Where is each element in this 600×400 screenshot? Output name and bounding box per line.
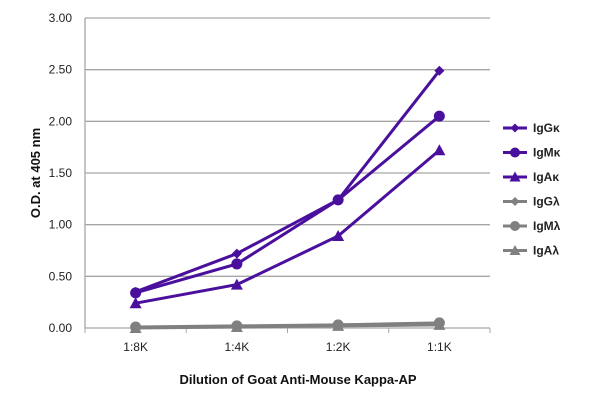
series-IgMκ xyxy=(130,110,445,299)
triangle-marker xyxy=(230,278,243,290)
legend-item: IgAκ xyxy=(503,170,559,184)
series-line xyxy=(135,322,440,329)
series-IgAκ xyxy=(129,144,446,309)
y-axis-label: O.D. at 405 nm xyxy=(28,128,43,218)
series-line xyxy=(135,115,441,295)
diamond-marker xyxy=(231,248,242,259)
y-tick-label: 1.00 xyxy=(49,218,73,232)
y-tick-label: 2.50 xyxy=(49,63,73,77)
legend-item: IgMλ xyxy=(503,219,561,233)
triangle-marker xyxy=(433,144,446,156)
y-tick-label: 0.00 xyxy=(49,321,73,335)
x-tick-label: 1:1K xyxy=(427,340,452,354)
circle-marker xyxy=(433,110,445,122)
y-tick-label: 0.50 xyxy=(49,269,73,283)
triangle-marker xyxy=(129,297,142,309)
y-tick-label: 3.00 xyxy=(49,11,73,25)
legend-item: IgGλ xyxy=(503,195,560,209)
legend-label: IgGκ xyxy=(533,121,560,135)
legend-label: IgMκ xyxy=(533,146,561,160)
diamond-marker xyxy=(130,286,141,297)
diamond-marker xyxy=(434,318,445,329)
circle-marker xyxy=(510,147,520,158)
diamond-marker xyxy=(333,319,344,330)
diamond-marker xyxy=(130,321,141,332)
y-tick-label: 1.50 xyxy=(49,166,73,180)
diamond-marker xyxy=(510,123,520,133)
triangle-marker xyxy=(509,171,521,182)
x-tick-label: 1:2K xyxy=(326,340,351,354)
series-IgGκ xyxy=(130,65,445,297)
x-axis-label: Dilution of Goat Anti-Mouse Kappa-AP xyxy=(179,372,416,387)
x-tick-label: 1:4K xyxy=(225,340,250,354)
x-tick-label: 1:8K xyxy=(123,340,148,354)
diamond-marker xyxy=(434,65,445,76)
y-tick-label: 2.00 xyxy=(49,114,73,128)
legend-item: IgGκ xyxy=(503,121,560,135)
legend-label: IgAκ xyxy=(533,170,559,184)
circle-marker xyxy=(231,258,243,270)
legend-label: IgMλ xyxy=(533,219,561,233)
triangle-marker xyxy=(509,245,521,255)
legend-label: IgGλ xyxy=(533,195,560,209)
legend-item: IgAλ xyxy=(503,244,559,258)
series-line xyxy=(135,69,441,294)
diamond-marker xyxy=(333,194,344,205)
legend-label: IgAλ xyxy=(533,244,559,258)
series-line xyxy=(135,149,441,305)
diamond-marker xyxy=(510,197,520,206)
diamond-marker xyxy=(231,321,242,332)
triangle-marker xyxy=(332,230,345,242)
legend-item: IgMκ xyxy=(503,146,561,160)
circle-marker xyxy=(510,221,520,231)
series-IgGλ xyxy=(130,318,445,332)
